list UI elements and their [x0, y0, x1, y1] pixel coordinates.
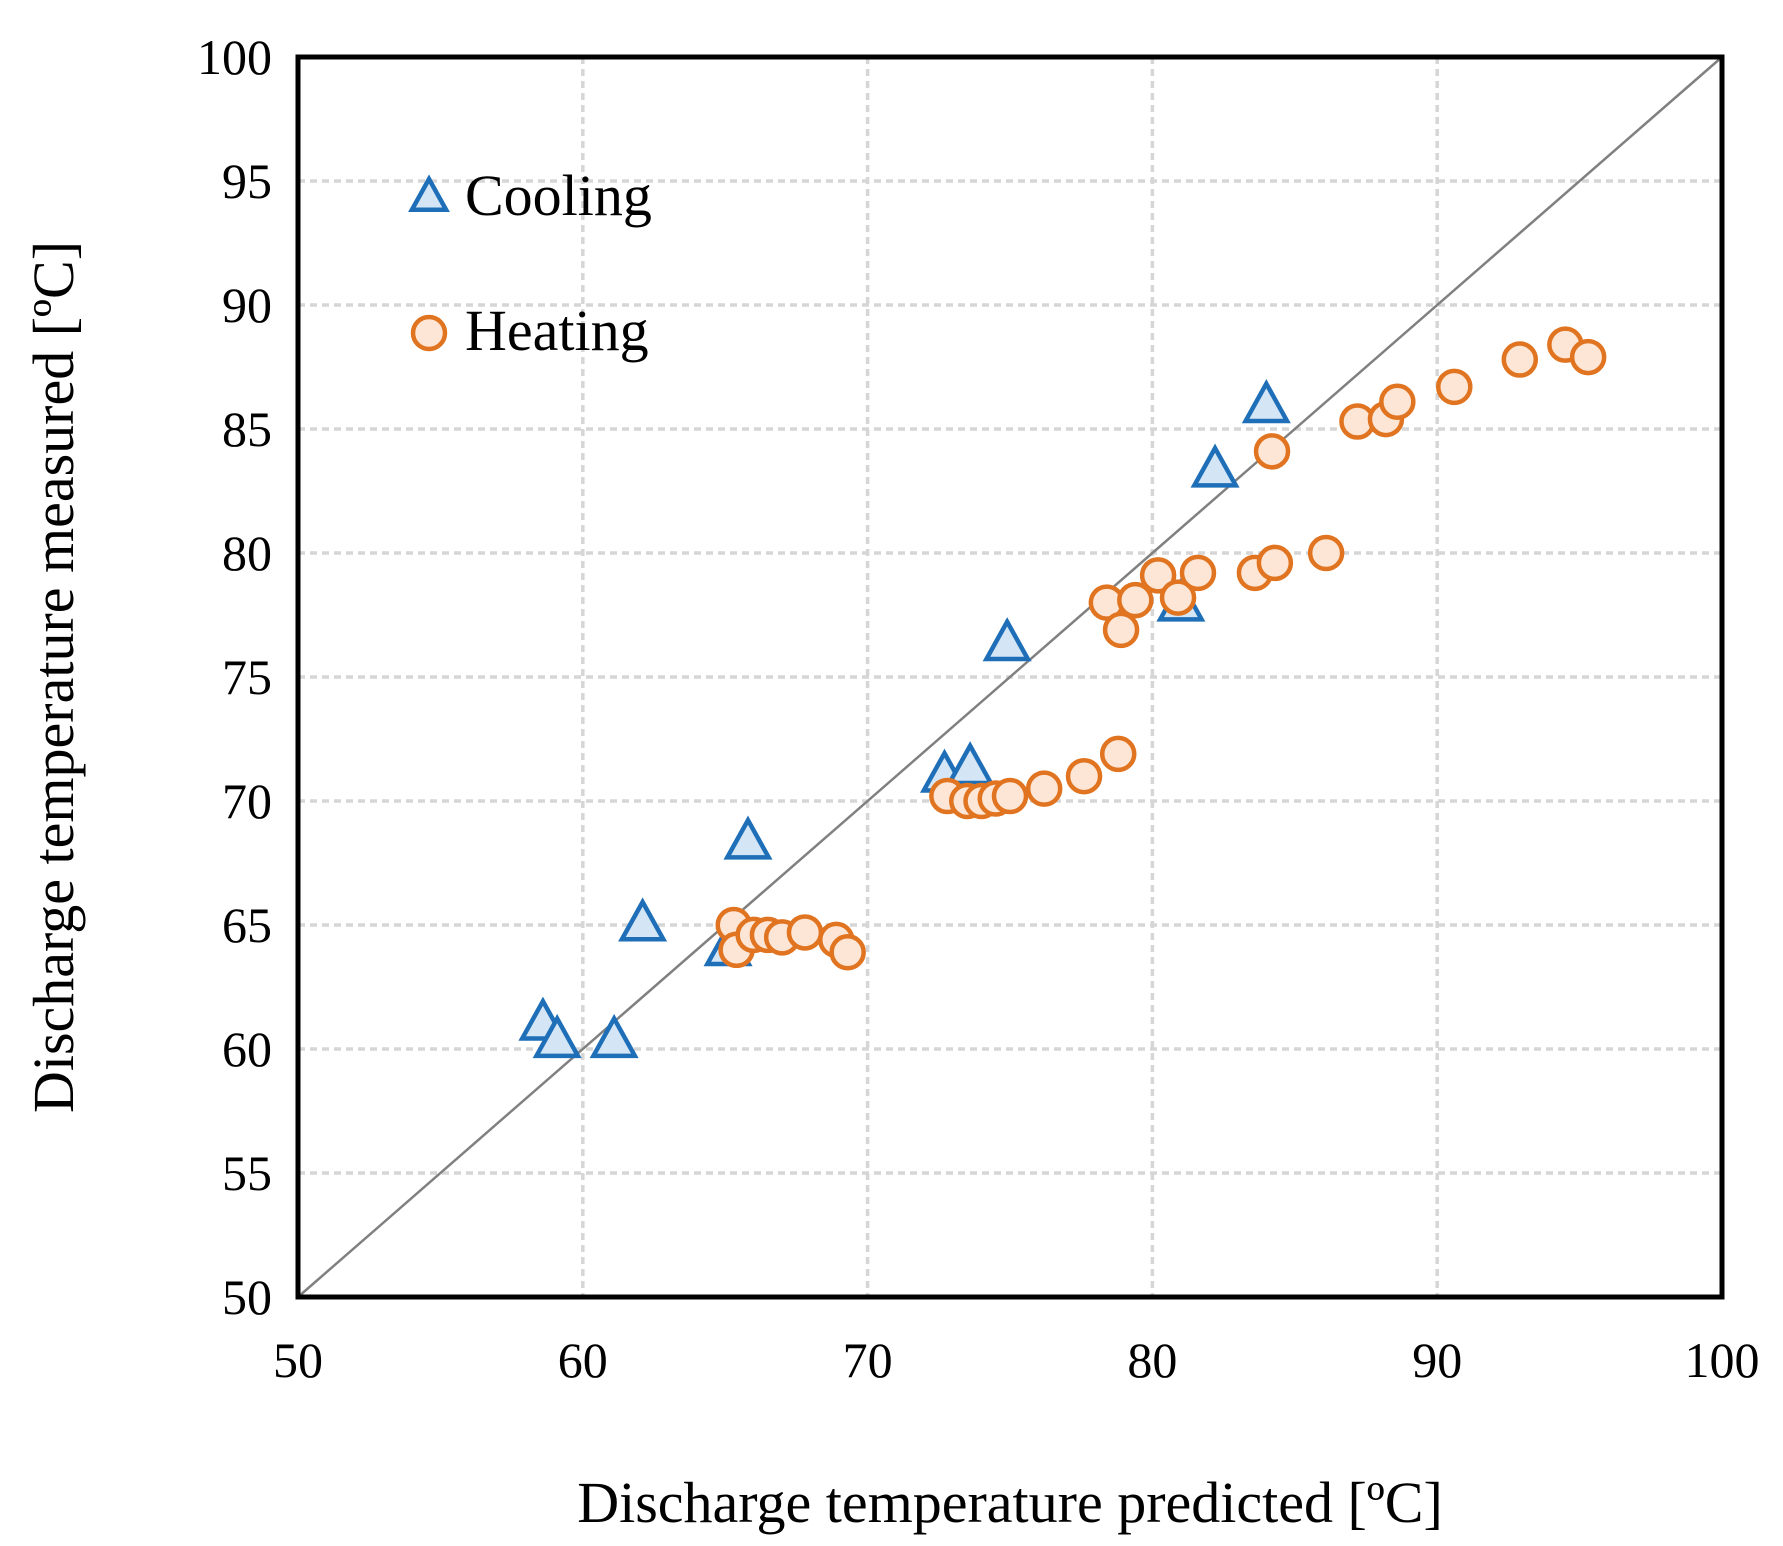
- cooling-point: [1241, 379, 1291, 424]
- x-tick-label: 60: [558, 1332, 608, 1388]
- heating-point: [1253, 433, 1291, 470]
- y-tick-label: 70: [222, 773, 272, 829]
- y-tick-label: 90: [222, 277, 272, 333]
- y-tick-label: 80: [222, 525, 272, 581]
- x-axis-title: Discharge temperature predicted [ºC]: [577, 1470, 1443, 1535]
- y-tick-label: 95: [222, 153, 272, 209]
- data-series: [518, 326, 1607, 1059]
- cooling-point: [618, 897, 668, 942]
- legend-item-heating: Heating: [410, 298, 649, 363]
- y-tick-label: 75: [222, 649, 272, 705]
- y-tick-label: 65: [222, 897, 272, 953]
- heating-point: [1501, 341, 1539, 378]
- cooling-point: [945, 741, 995, 786]
- cooling-point: [723, 815, 773, 860]
- heating-point: [1099, 735, 1137, 773]
- y-axis-title: Discharge temperature measured [ºC]: [21, 241, 86, 1113]
- heating-point: [1139, 557, 1177, 594]
- legend-marker-heating: [410, 314, 448, 352]
- y-tick-label: 60: [222, 1021, 272, 1077]
- y-tick-label: 85: [222, 401, 272, 457]
- y-tick-label: 55: [222, 1145, 272, 1201]
- identity-reference-line: [297, 56, 1723, 1298]
- cooling-point: [1190, 443, 1240, 488]
- heating-point: [1179, 554, 1217, 592]
- legend: Cooling Heating: [408, 163, 652, 363]
- heating-point: [991, 777, 1029, 815]
- cooling-point: [982, 617, 1032, 662]
- heating-point: [1379, 383, 1416, 420]
- heating-point: [1159, 579, 1197, 616]
- y-tick-label: 100: [197, 29, 272, 85]
- heating-point: [1102, 611, 1140, 649]
- tick-labels: 50 60 70 80 90 100 50 55 60 65 70 75 80 85 90 95 100: [197, 29, 1760, 1388]
- heating-point: [1436, 368, 1473, 406]
- x-tick-label: 90: [1412, 1332, 1462, 1388]
- cooling-point: [589, 1013, 639, 1059]
- x-tick-label: 100: [1685, 1332, 1760, 1388]
- legend-marker-cooling: [408, 174, 450, 213]
- x-tick-label: 70: [843, 1332, 893, 1388]
- heating-point: [1117, 581, 1154, 619]
- heating-point: [1256, 544, 1294, 582]
- legend-item-cooling: Cooling: [408, 163, 652, 228]
- y-tick-label: 50: [222, 1269, 272, 1325]
- heating-point: [1025, 770, 1063, 807]
- heating-point: [1065, 757, 1103, 795]
- legend-label-heating: Heating: [465, 298, 649, 363]
- legend-label-cooling: Cooling: [465, 163, 652, 228]
- series-heating: [715, 326, 1607, 971]
- heating-point: [1307, 534, 1345, 572]
- plot-area-frame: [295, 54, 1725, 1300]
- heating-point: [1569, 338, 1607, 376]
- x-tick-label: 80: [1127, 1332, 1177, 1388]
- heating-point: [829, 934, 866, 971]
- x-tick-label: 50: [273, 1332, 323, 1388]
- heating-point: [786, 914, 824, 951]
- cooling-point: [532, 1013, 582, 1059]
- series-cooling: [518, 379, 1291, 1059]
